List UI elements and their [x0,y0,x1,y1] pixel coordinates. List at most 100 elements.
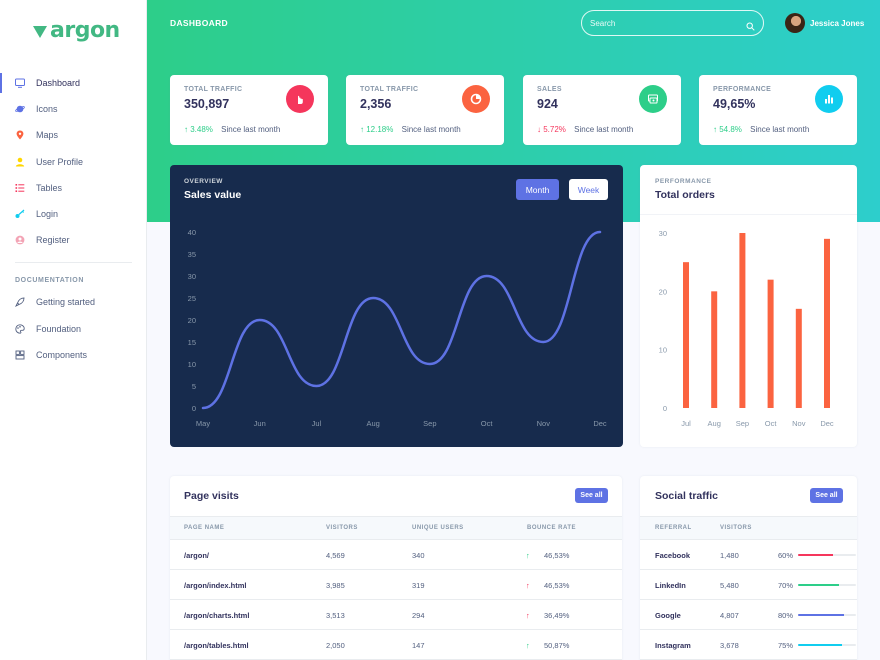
progress-bar [798,644,856,646]
percent: 80% [778,611,794,620]
y-tick-label: 25 [188,294,196,303]
table-row[interactable]: Facebook 1,480 60% [640,540,857,570]
user-name[interactable]: Jessica Jones [810,18,865,28]
y-tick-label: 0 [192,404,196,413]
referral: Instagram [655,641,691,650]
sidebar-item-label: Foundation [36,323,82,334]
stat-value: 350,897 [184,97,230,111]
stat-value: 2,356 [360,97,392,111]
bar-dec [824,238,830,408]
stat-change: 5.72% [543,125,566,134]
avatar[interactable] [785,13,805,33]
bounce-rate: 36,49% [544,611,570,620]
table-row[interactable]: Instagram 3,678 75% [640,630,857,660]
sidebar-item-components[interactable]: Components [0,342,147,368]
table-row[interactable]: Google 4,807 80% [640,600,857,630]
y-tick-label: 10 [188,360,196,369]
sidebar-item-foundation[interactable]: Foundation [0,316,147,342]
y-tick-label: 0 [663,404,667,413]
sidebar-item-icons[interactable]: Icons [0,96,147,122]
table-row[interactable]: /argon/ 4,569 340 ↑ 46,53% [170,540,622,570]
sidebar-item-login[interactable]: Login [0,201,147,227]
sidebar-item-label: Components [36,349,88,360]
stat-footer: ↑ 3.48% Since last month [184,125,280,134]
stat-change: 3.48% [190,125,213,134]
stat-value: 49,65% [713,97,756,111]
y-tick-label: 20 [188,316,196,325]
month-button[interactable]: Month [516,179,559,200]
y-tick-label: 5 [192,382,196,391]
table-row[interactable]: /argon/charts.html 3,513 294 ↑ 36,49% [170,600,622,630]
sidebar-item-maps[interactable]: Maps [0,122,147,148]
bar-jul [683,262,689,408]
see-all-button[interactable]: See all [810,488,843,503]
sales-line-chart: 0 5 10 15 20 25 30 35 40 May Jun Jul Aug Sep Oct Nov Dec [188,228,607,428]
y-tick-label: 35 [188,250,196,259]
y-tick-label: 40 [188,228,196,237]
see-all-button[interactable]: See all [575,488,608,503]
bounce-rate: 50,87% [544,641,570,650]
percent: 70% [778,581,794,590]
column-header[interactable]: UNIQUE USERS [412,525,464,531]
search-box[interactable] [581,10,764,36]
sidebar-item-user-profile[interactable]: User Profile [0,149,147,175]
sidebar-item-label: Login [36,209,59,220]
stat-since: Since last month [574,125,634,134]
bar-chart-icon [815,85,843,113]
x-tick-label: Jul [312,419,322,428]
sidebar-item-getting-started[interactable]: Getting started [0,289,147,315]
table-row[interactable]: /argon/tables.html 2,050 147 ↑ 50,87% [170,630,622,660]
stat-label: SALES [537,86,562,93]
column-header[interactable]: REFERRAL [655,525,692,531]
sidebar-item-tables[interactable]: Tables [0,175,147,201]
sidebar-item-dashboard[interactable]: Dashboard [0,70,147,96]
search-input[interactable] [590,17,740,29]
user-menu[interactable]: Jessica Jones [785,13,864,33]
search-icon[interactable] [746,18,755,31]
unique-users: 147 [412,641,425,650]
page-name: /argon/tables.html [184,641,249,650]
stat-footer: ↓ 5.72% Since last month [537,125,633,134]
column-header[interactable]: BOUNCE RATE [527,525,577,531]
x-tick-label: Sep [423,419,436,428]
vue-logo-icon [33,25,47,38]
stat-label: TOTAL TRAFFIC [360,86,419,93]
visitors: 3,678 [720,641,739,650]
percent: 60% [778,551,794,560]
arrow-up-icon: ↑ [526,581,530,590]
x-tick-label: May [196,419,210,428]
card-eyebrow: OVERVIEW [184,178,223,185]
arrow-down-icon: ↓ [537,125,541,134]
week-button[interactable]: Week [569,179,608,200]
visitors: 3,985 [326,581,345,590]
stat-label: PERFORMANCE [713,86,772,93]
page-title[interactable]: DASHBOARD [170,18,228,28]
sidebar-item-label: Dashboard [36,78,81,89]
referral: LinkedIn [655,581,686,590]
pin-icon [15,130,25,140]
table-row[interactable]: /argon/index.html 3,985 319 ↑ 46,53% [170,570,622,600]
column-header[interactable]: VISITORS [326,525,358,531]
page-name: /argon/charts.html [184,611,250,620]
stat-label: TOTAL TRAFFIC [184,86,243,93]
arrow-up-icon: ↑ [526,551,530,560]
column-header[interactable]: VISITORS [720,525,752,531]
column-header[interactable]: PAGE NAME [184,525,225,531]
progress-bar [798,554,856,556]
progress-bar [798,614,856,616]
palette-icon [15,323,25,334]
page-visits-card: Page visits See all PAGE NAME VISITORS U… [170,476,622,660]
bar-oct [767,279,774,408]
total-orders-card: 0 10 20 30 Jul Aug Sep Oct Nov Dec PERFORMANCE To… [640,165,857,447]
percent: 75% [778,641,794,650]
money-icon [639,85,667,113]
arrow-up-icon: ↑ [526,611,530,620]
user-icon [15,157,25,167]
x-tick-label: Dec [593,419,607,428]
visitors: 4,569 [326,551,345,560]
table-row[interactable]: LinkedIn 5,480 70% [640,570,857,600]
sidebar-item-register[interactable]: Register [0,227,147,253]
sidebar-item-label: Icons [36,104,58,115]
progress-bar [798,584,856,586]
logo[interactable]: argon [33,18,120,43]
